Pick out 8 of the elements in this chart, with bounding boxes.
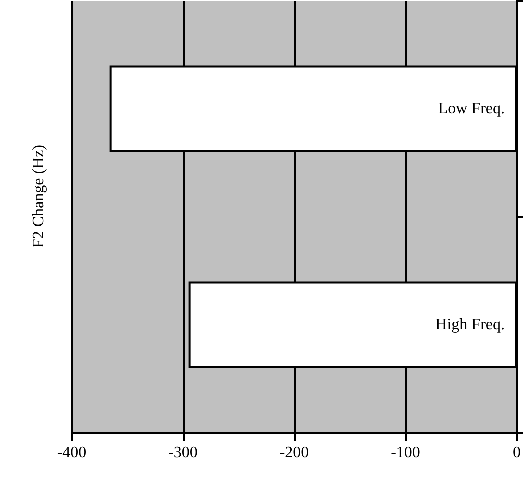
x-tick-label: -300 [168, 444, 198, 462]
x-tick-label: -400 [57, 444, 87, 462]
x-tick-label: -100 [391, 444, 420, 462]
y-axis-title: F2 Change (Hz) [30, 144, 48, 248]
y-tick-label: Low Freq. [438, 100, 505, 118]
x-tick-label: 0 [513, 444, 521, 462]
x-tick-label: -200 [280, 444, 310, 462]
y-tick-label: High Freq. [436, 316, 505, 334]
